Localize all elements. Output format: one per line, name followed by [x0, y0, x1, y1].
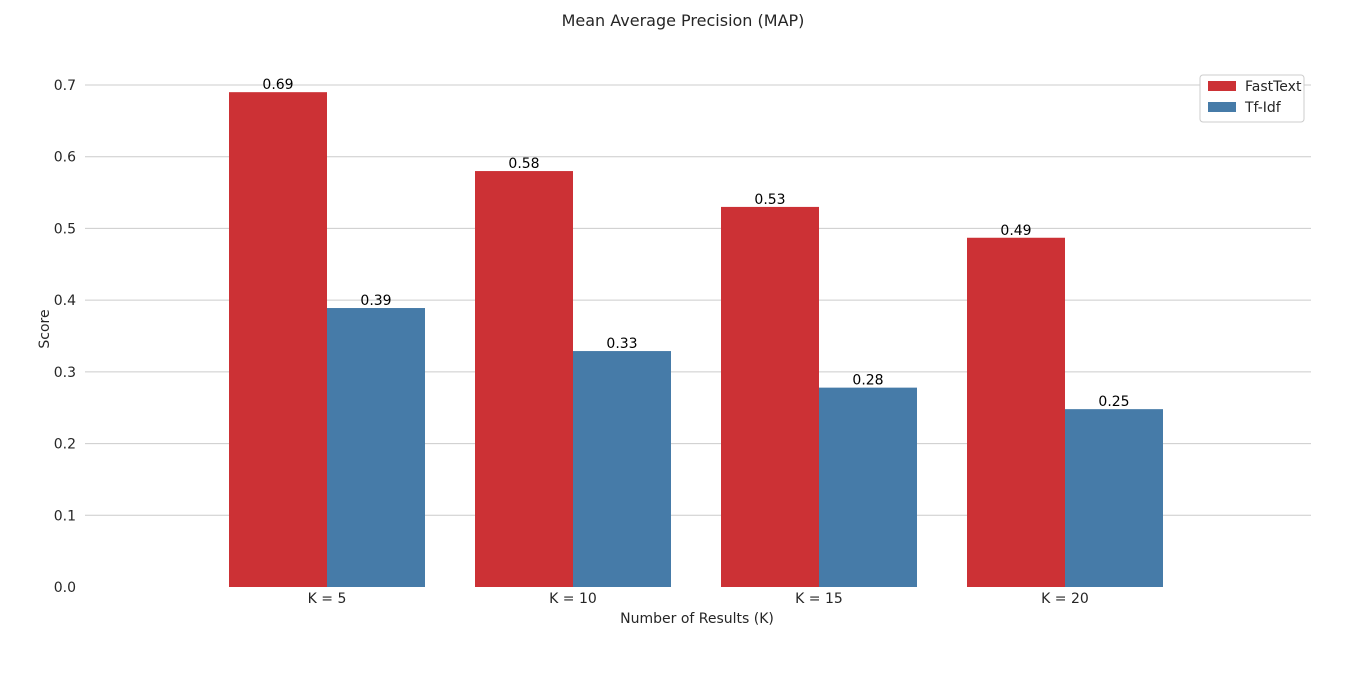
y-axis-ticks: 0.0 0.1 0.2 0.3 0.4 0.5 0.6 0.7 [54, 78, 76, 596]
bar-tf-idf [819, 387, 917, 587]
x-tick-label: K = 20 [1041, 591, 1089, 607]
y-tick-label: 0.3 [54, 365, 76, 381]
legend: FastText Tf-Idf [1199, 74, 1305, 123]
data-label: 0.53 [754, 192, 785, 208]
y-tick-label: 0.6 [54, 150, 76, 166]
legend-swatch [1208, 81, 1236, 91]
bars [229, 92, 1163, 588]
bar-tf-idf [573, 351, 671, 587]
legend-label: Tf-Idf [1244, 100, 1282, 116]
x-axis-ticks: K = 5 K = 10 K = 15 K = 20 [308, 591, 1089, 607]
bar-fasttext [475, 171, 573, 588]
x-axis-label: Number of Results (K) [620, 611, 774, 627]
data-label: 0.28 [852, 373, 883, 389]
y-tick-label: 0.4 [54, 293, 76, 309]
x-tick-label: K = 10 [549, 591, 597, 607]
x-tick-label: K = 5 [308, 591, 347, 607]
bar-tf-idf [1065, 409, 1163, 587]
data-label: 0.58 [508, 156, 539, 172]
legend-label: FastText [1245, 79, 1302, 95]
y-tick-label: 0.2 [54, 437, 76, 453]
y-tick-label: 0.5 [54, 221, 76, 237]
data-label: 0.33 [606, 336, 637, 352]
bar-tf-idf [327, 308, 425, 587]
chart-title: Mean Average Precision (MAP) [562, 11, 805, 30]
data-label: 0.49 [1000, 223, 1031, 239]
data-label: 0.25 [1098, 394, 1129, 410]
bar-fasttext [967, 237, 1065, 587]
x-tick-label: K = 15 [795, 591, 843, 607]
bar-fasttext [229, 92, 327, 588]
y-axis-label: Score [37, 309, 53, 348]
data-labels: 0.69 0.58 0.53 0.49 0.39 0.33 0.28 0.25 [262, 77, 1129, 410]
y-tick-label: 0.0 [54, 580, 76, 596]
bar-fasttext [721, 206, 819, 587]
data-label: 0.69 [262, 77, 293, 93]
y-tick-label: 0.7 [54, 78, 76, 94]
data-label: 0.39 [360, 293, 391, 309]
legend-swatch [1208, 102, 1236, 112]
y-tick-label: 0.1 [54, 508, 76, 524]
